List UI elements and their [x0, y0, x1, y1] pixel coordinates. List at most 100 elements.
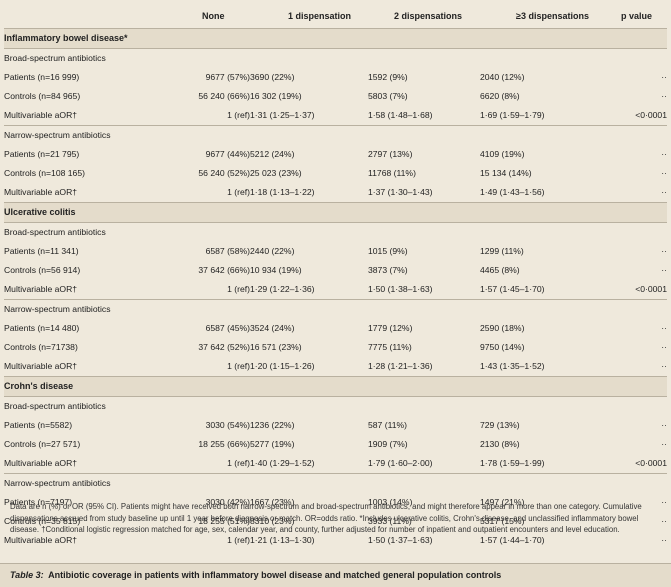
cell-none: 9677 (44%)	[205, 149, 250, 159]
group-title: Narrow-spectrum antibiotics	[4, 473, 667, 493]
section-title: Inflammatory bowel disease*	[4, 28, 667, 49]
cell-1-dispensation: 1667 (23%)	[250, 497, 295, 507]
cell-2-dispensations: 1592 (9%)	[368, 72, 408, 82]
row-label: Multivariable aOR†	[4, 535, 78, 545]
cell-3plus-dispensations: 15 134 (14%)	[480, 168, 532, 178]
cell-none: 1 (ref)	[227, 458, 250, 468]
cell-2-dispensations: 1·79 (1·60–2·00)	[368, 458, 433, 468]
row-label: Controls (n=56 914)	[4, 265, 81, 275]
row-label: Multivariable aOR†	[4, 110, 78, 120]
cell-1-dispensation: 3690 (22%)	[250, 72, 295, 82]
table-row: Patients (n=14 480) 6587 (45%) 3524 (24%) 1…	[4, 319, 667, 338]
row-label: Controls (n=84 965)	[4, 91, 81, 101]
cell-none: 9677 (57%)	[205, 72, 250, 82]
cell-2-dispensations: 1·50 (1·38–1·63)	[368, 284, 433, 294]
cell-p-value: ··	[661, 497, 667, 507]
cell-3plus-dispensations: 5317 (15%)	[480, 516, 525, 526]
group-title: Broad-spectrum antibiotics	[4, 396, 667, 416]
table-row: Controls (n=27 571) 18 255 (66%) 5277 (19%…	[4, 435, 667, 454]
cell-2-dispensations: 1015 (9%)	[368, 246, 408, 256]
cell-3plus-dispensations: 1497 (21%)	[480, 497, 525, 507]
cell-p-value: ··	[661, 439, 667, 449]
section-row: Inflammatory bowel disease*	[4, 28, 667, 49]
cell-none: 56 240 (52%)	[198, 168, 250, 178]
table-row: Multivariable aOR† 1 (ref) 1·21 (1·13–1·30…	[4, 531, 667, 550]
cell-2-dispensations: 5803 (7%)	[368, 91, 408, 101]
cell-2-dispensations: 1909 (7%)	[368, 439, 408, 449]
cell-3plus-dispensations: 729 (13%)	[480, 420, 520, 430]
cell-none: 56 240 (66%)	[198, 91, 250, 101]
cell-p-value: <0·0001	[635, 458, 667, 468]
cell-2-dispensations: 1·50 (1·37–1·63)	[368, 535, 433, 545]
group-title: Broad-spectrum antibiotics	[4, 222, 667, 242]
table-row: Controls (n=108 165) 56 240 (52%) 25 023 (…	[4, 164, 667, 183]
row-label: Patients (n=5582)	[4, 420, 73, 430]
cell-1-dispensation: 1·21 (1·13–1·30)	[250, 535, 315, 545]
cell-2-dispensations: 1·37 (1·30–1·43)	[368, 187, 433, 197]
cell-1-dispensation: 1·31 (1·25–1·37)	[250, 110, 315, 120]
row-label: Multivariable aOR†	[4, 284, 78, 294]
cell-none: 37 642 (52%)	[198, 342, 250, 352]
cell-1-dispensation: 2440 (22%)	[250, 246, 295, 256]
cell-p-value: ··	[661, 516, 667, 526]
row-label: Multivariable aOR†	[4, 187, 78, 197]
cell-1-dispensation: 1·18 (1·13–1·22)	[250, 187, 315, 197]
cell-p-value: ··	[661, 265, 667, 275]
cell-3plus-dispensations: 1299 (11%)	[480, 246, 524, 256]
cell-p-value: ··	[661, 535, 667, 545]
header-3plus-dispensations: ≥3 dispensations	[516, 11, 589, 21]
row-label: Patients (n=7197)	[4, 497, 73, 507]
cell-3plus-dispensations: 6620 (8%)	[480, 91, 520, 101]
header-2-dispensations: 2 dispensations	[394, 11, 463, 21]
cell-3plus-dispensations: 2130 (8%)	[480, 439, 520, 449]
cell-1-dispensation: 16 571 (23%)	[250, 342, 302, 352]
cell-1-dispensation: 5212 (24%)	[250, 149, 295, 159]
cell-p-value: ··	[661, 168, 667, 178]
table-row: Patients (n=16 999) 9677 (57%) 3690 (22%) 1…	[4, 68, 667, 87]
header-label	[4, 4, 154, 29]
cell-1-dispensation: 8310 (23%)	[250, 516, 295, 526]
cell-3plus-dispensations: 2040 (12%)	[480, 72, 525, 82]
table-row: Patients (n=21 795) 9677 (44%) 5212 (24%) 2…	[4, 145, 667, 164]
row-label: Patients (n=11 341)	[4, 246, 79, 256]
cell-3plus-dispensations: 1·43 (1·35–1·52)	[480, 361, 545, 371]
cell-none: 1 (ref)	[227, 284, 250, 294]
row-label: Controls (n=27 571)	[4, 439, 81, 449]
table-caption: Table 3: Antibiotic coverage in patients…	[0, 563, 671, 587]
cell-1-dispensation: 3524 (24%)	[250, 323, 295, 333]
section-title: Ulcerative colitis	[4, 202, 667, 223]
section-row: Ulcerative colitis	[4, 202, 667, 223]
cell-2-dispensations: 3933 (11%)	[368, 516, 412, 526]
cell-2-dispensations: 7775 (11%)	[368, 342, 412, 352]
table-row: Patients (n=11 341) 6587 (58%) 2440 (22%) 1…	[4, 242, 667, 261]
caption-text: Antibiotic coverage in patients with inf…	[48, 570, 502, 580]
cell-p-value: ··	[661, 72, 667, 82]
cell-none: 3030 (54%)	[205, 420, 250, 430]
section-title: Crohn's disease	[4, 376, 667, 397]
cell-2-dispensations: 2797 (13%)	[368, 149, 413, 159]
cell-none: 1 (ref)	[227, 361, 250, 371]
cell-2-dispensations: 1·28 (1·21–1·36)	[368, 361, 433, 371]
cell-3plus-dispensations: 9750 (14%)	[480, 342, 525, 352]
cell-2-dispensations: 3873 (7%)	[368, 265, 408, 275]
row-label: Multivariable aOR†	[4, 361, 78, 371]
table-row: Patients (n=7197) 3030 (42%) 1667 (23%) 100…	[4, 493, 667, 512]
row-label: Controls (n=71738)	[4, 342, 78, 352]
cell-1-dispensation: 25 023 (23%)	[250, 168, 302, 178]
row-label: Patients (n=14 480)	[4, 323, 80, 333]
cell-1-dispensation: 10 934 (19%)	[250, 265, 302, 275]
cell-3plus-dispensations: 1·78 (1·59–1·99)	[480, 458, 545, 468]
group-row: Narrow-spectrum antibiotics	[4, 473, 667, 493]
cell-1-dispensation: 16 302 (19%)	[250, 91, 302, 101]
cell-1-dispensation: 1236 (22%)	[250, 420, 295, 430]
cell-none: 1 (ref)	[227, 187, 250, 197]
table-row: Multivariable aOR† 1 (ref) 1·18 (1·13–1·22…	[4, 183, 667, 203]
cell-none: 6587 (58%)	[205, 246, 250, 256]
cell-2-dispensations: 587 (11%)	[368, 420, 408, 430]
table-header-row: None 1 dispensation 2 dispensations ≥3 d…	[4, 4, 667, 29]
table-body: Inflammatory bowel disease* Broad-spectru…	[4, 28, 667, 551]
row-label: Patients (n=16 999)	[4, 72, 80, 82]
cell-p-value: ··	[661, 91, 667, 101]
table-row: Multivariable aOR† 1 (ref) 1·40 (1·29–1·52…	[4, 454, 667, 474]
table-row: Multivariable aOR† 1 (ref) 1·20 (1·15–1·26…	[4, 357, 667, 377]
